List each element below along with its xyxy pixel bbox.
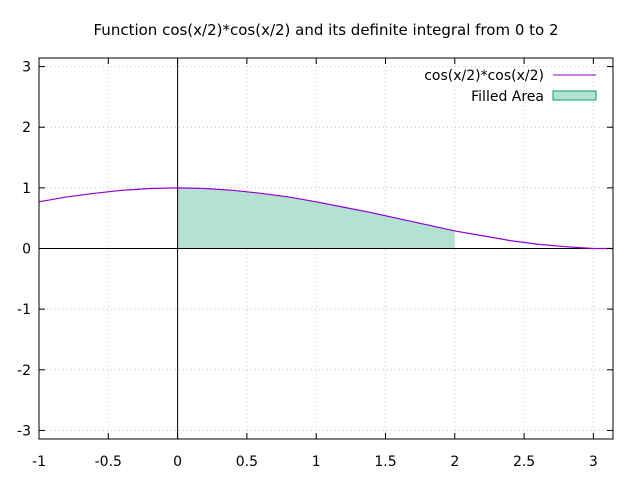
filled-area-region <box>177 187 455 249</box>
legend-label-function: cos(x/2)*cos(x/2) <box>424 68 544 84</box>
tick-layer <box>38 58 613 439</box>
chart-title: Function cos(x/2)*cos(x/2) and its defin… <box>94 21 559 39</box>
y-tick-label-6: 3 <box>22 60 31 76</box>
y-tick-label-1: -2 <box>17 363 31 379</box>
area-layer <box>177 187 455 249</box>
x-tick-label-4: 1 <box>312 454 321 470</box>
y-tick-label-0: -3 <box>17 423 31 439</box>
zero-axes <box>39 58 613 439</box>
y-tick-label-3: 0 <box>22 242 31 258</box>
line-layer <box>38 187 613 250</box>
x-tick-labels: -1 -0.5 0 0.5 1 1.5 2 2.5 3 <box>32 454 598 470</box>
x-tick-label-7: 2.5 <box>513 454 535 470</box>
x-tick-label-2: 0 <box>173 454 182 470</box>
x-tick-label-1: -0.5 <box>95 454 122 470</box>
x-tick-label-5: 1.5 <box>374 454 396 470</box>
legend-swatch-filled-area <box>552 90 597 101</box>
x-tick-label-3: 0.5 <box>236 454 258 470</box>
legend-label-filled-area: Filled Area <box>471 89 544 105</box>
x-tick-label-6: 2 <box>450 454 459 470</box>
legend: cos(x/2)*cos(x/2) Filled Area <box>424 68 597 105</box>
function-curve <box>38 187 613 250</box>
y-tick-label-5: 2 <box>22 120 31 136</box>
y-tick-labels: -3 -2 -1 0 1 2 3 <box>17 60 31 440</box>
x-tick-label-8: 3 <box>589 454 598 470</box>
y-tick-label-2: -1 <box>17 302 31 318</box>
y-tick-label-4: 1 <box>22 181 31 197</box>
x-tick-label-0: -1 <box>32 454 46 470</box>
